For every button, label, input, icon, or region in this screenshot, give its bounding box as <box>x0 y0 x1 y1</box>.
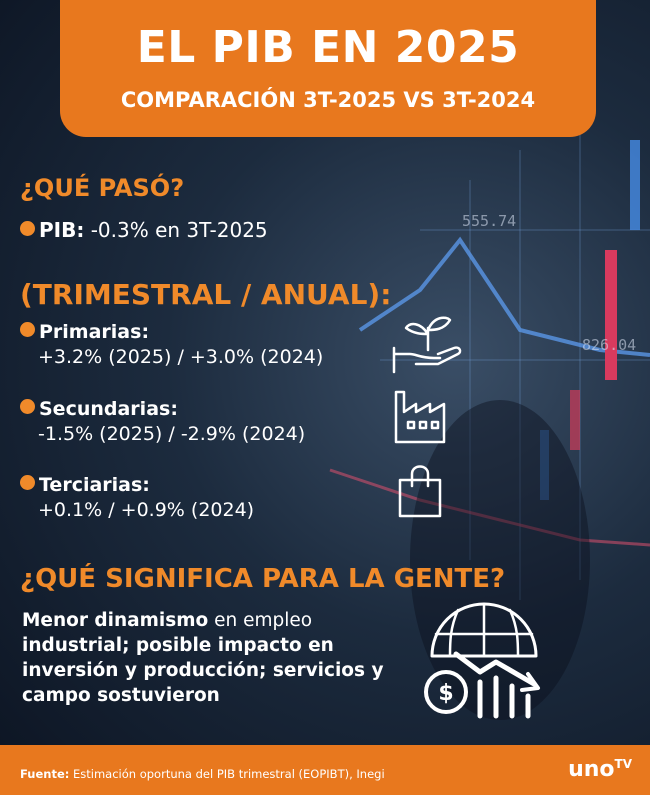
globe-decline-icon: $ <box>424 602 540 719</box>
svg-text:$: $ <box>438 681 453 706</box>
bag-icon <box>398 465 442 518</box>
text-segment: industrial; posible impacto en inversión… <box>22 635 384 706</box>
section-heading: ¿QUÉ PASÓ? <box>20 174 185 202</box>
text-segment: Menor dinamismo <box>22 610 209 631</box>
factory-icon <box>394 390 446 444</box>
footer: Fuente: Estimación oportuna del PIB trim… <box>0 745 650 795</box>
item-text: -0.3% en 3T-2025 <box>90 218 268 242</box>
item-label: PIB: <box>39 218 85 242</box>
bullet-item: Secundarias: -1.5% (2025) / -2.9% (2024) <box>20 397 305 447</box>
header: EL PIB EN 2025 COMPARACIÓN 3T-2025 VS 3T… <box>60 0 596 137</box>
source-label: Fuente: <box>20 767 70 781</box>
source-text: Estimación oportuna del PIB trimestral (… <box>73 767 385 781</box>
bullet-item: Primarias: +3.2% (2025) / +3.0% (2024) <box>20 320 323 370</box>
source: Fuente: Estimación oportuna del PIB trim… <box>20 767 385 781</box>
section-heading: (TRIMESTRAL / ANUAL): <box>20 278 392 311</box>
logo-text: uno <box>568 757 615 782</box>
item-label: Secundarias: <box>39 398 178 420</box>
subtitle: COMPARACIÓN 3T-2025 VS 3T-2024 <box>120 88 536 112</box>
item-label: Primarias: <box>39 321 150 343</box>
section-heading: ¿QUÉ SIGNIFICA PARA LA GENTE? <box>20 564 506 594</box>
plant-hand-icon <box>392 316 462 374</box>
background-label: 555.74 <box>462 212 517 230</box>
item-text: +0.1% / +0.9% (2024) <box>38 499 255 521</box>
text-segment: en empleo <box>214 610 313 631</box>
bullet-item: Terciarias: +0.1% / +0.9% (2024) <box>20 473 254 523</box>
logo: unoTV <box>568 757 632 782</box>
item-label: Terciarias: <box>39 474 150 496</box>
background-label: 826.04 <box>582 336 637 354</box>
item-text: -1.5% (2025) / -2.9% (2024) <box>38 423 306 445</box>
body-text: Menor dinamismo en empleo industrial; po… <box>22 608 417 708</box>
item-text: +3.2% (2025) / +3.0% (2024) <box>38 346 324 368</box>
bullet-item: PIB: -0.3% en 3T-2025 <box>20 218 268 243</box>
title: EL PIB EN 2025 <box>136 22 520 73</box>
logo-suffix: TV <box>614 757 632 771</box>
